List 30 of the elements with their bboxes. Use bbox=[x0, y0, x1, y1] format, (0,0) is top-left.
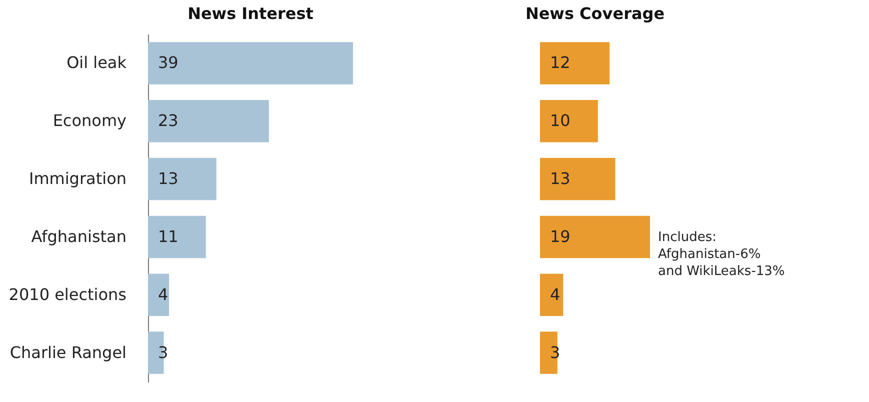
data-label: 10 bbox=[550, 111, 570, 130]
annotation: Includes: Afghanistan-6% and WikiLeaks-13% bbox=[658, 230, 785, 279]
data-label: 12 bbox=[550, 53, 570, 72]
bar bbox=[148, 100, 269, 142]
bar bbox=[540, 100, 598, 142]
y-tick-label: Afghanistan bbox=[31, 226, 126, 246]
data-label: 3 bbox=[158, 342, 168, 362]
y-tick-label: Economy bbox=[52, 111, 126, 130]
bar bbox=[540, 42, 610, 84]
data-label: 13 bbox=[550, 169, 570, 188]
chart-title: News Interest bbox=[188, 4, 314, 23]
y-tick-label: Oil leak bbox=[66, 53, 128, 72]
bar bbox=[148, 216, 206, 258]
data-label: 4 bbox=[158, 284, 168, 304]
data-label: 4 bbox=[550, 284, 560, 304]
data-label: 13 bbox=[158, 169, 178, 188]
bar bbox=[540, 216, 650, 258]
bar bbox=[540, 274, 564, 316]
y-tick-label: Charlie Rangel bbox=[10, 342, 126, 362]
bar bbox=[540, 158, 616, 200]
data-label: 11 bbox=[158, 226, 178, 246]
bar bbox=[148, 42, 353, 84]
chart-title: News Coverage bbox=[525, 4, 665, 23]
data-label: 39 bbox=[158, 53, 178, 72]
bar bbox=[148, 158, 216, 200]
data-label: 23 bbox=[158, 111, 178, 130]
bar bbox=[148, 274, 170, 316]
data-label: 19 bbox=[550, 226, 570, 246]
y-tick-label: 2010 elections bbox=[8, 284, 126, 304]
y-tick-label: Immigration bbox=[28, 169, 126, 188]
